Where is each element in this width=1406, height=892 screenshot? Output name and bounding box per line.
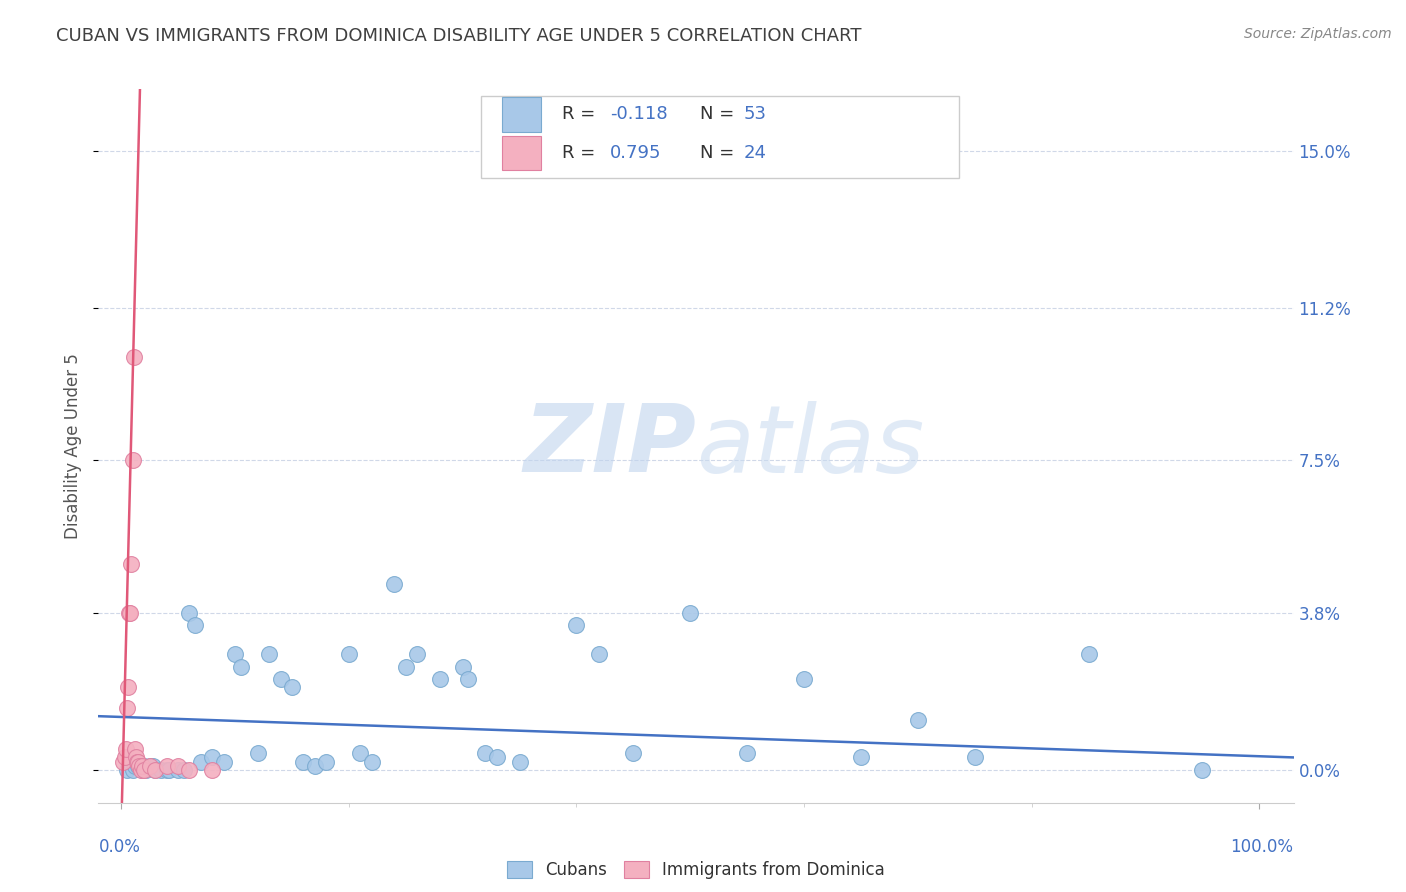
Point [679, 606, 702, 620]
Point [131, 758, 153, 772]
Text: 53: 53 [744, 105, 766, 123]
Point [201, 750, 224, 764]
Point [132, 758, 155, 772]
Text: CUBAN VS IMMIGRANTS FROM DOMINICA DISABILITY AGE UNDER 5 CORRELATION CHART: CUBAN VS IMMIGRANTS FROM DOMINICA DISABI… [56, 27, 862, 45]
Point [292, 755, 315, 769]
Point [117, 681, 139, 695]
Point [474, 747, 496, 761]
Point [120, 557, 142, 571]
Point [127, 758, 149, 772]
Text: ZIP: ZIP [523, 400, 696, 492]
FancyBboxPatch shape [481, 96, 959, 178]
Point [129, 763, 152, 777]
Point [150, 763, 173, 777]
Point [395, 659, 418, 673]
Point [246, 747, 269, 761]
Point [270, 672, 292, 686]
Point [849, 750, 872, 764]
Point [157, 763, 180, 777]
Point [229, 659, 252, 673]
Text: Source: ZipAtlas.com: Source: ZipAtlas.com [1244, 27, 1392, 41]
Point [138, 758, 160, 772]
Point [429, 672, 451, 686]
Text: atlas: atlas [696, 401, 924, 491]
Text: R =: R = [562, 145, 602, 162]
Point [143, 763, 166, 777]
Y-axis label: Disability Age Under 5: Disability Age Under 5 [65, 353, 83, 539]
Point [190, 755, 212, 769]
Point [112, 755, 135, 769]
Point [125, 750, 148, 764]
Point [179, 606, 201, 620]
Point [201, 763, 224, 777]
Point [131, 763, 153, 777]
Point [121, 453, 143, 467]
Point [360, 755, 382, 769]
Point [142, 758, 165, 772]
Point [143, 763, 166, 777]
Point [122, 351, 145, 365]
Point [115, 701, 138, 715]
Point [212, 755, 235, 769]
Point [167, 758, 190, 772]
Legend: Cubans, Immigrants from Dominica: Cubans, Immigrants from Dominica [499, 853, 893, 888]
Point [457, 672, 479, 686]
Point [124, 758, 146, 772]
Point [114, 742, 136, 756]
Point [621, 747, 644, 761]
Point [406, 648, 429, 662]
Point [588, 648, 610, 662]
Point [349, 747, 371, 761]
Point [120, 755, 142, 769]
Point [132, 763, 155, 777]
Text: 100.0%: 100.0% [1230, 838, 1294, 856]
Point [304, 758, 326, 772]
Point [124, 742, 146, 756]
Point [127, 755, 149, 769]
Bar [502, 97, 540, 132]
Point [114, 750, 136, 764]
Point [184, 618, 207, 632]
Point [135, 763, 157, 777]
Point [224, 648, 246, 662]
Point [907, 714, 929, 728]
Point [1077, 648, 1099, 662]
Point [281, 681, 304, 695]
Point [451, 659, 474, 673]
Text: 24: 24 [744, 145, 766, 162]
Point [138, 758, 160, 772]
Point [735, 747, 758, 761]
Point [337, 648, 360, 662]
Point [128, 758, 150, 772]
Text: 0.0%: 0.0% [98, 838, 141, 856]
Point [509, 755, 531, 769]
Point [121, 763, 143, 777]
Point [485, 750, 508, 764]
Bar [502, 136, 540, 170]
Point [120, 606, 142, 620]
Text: R =: R = [562, 105, 602, 123]
Point [115, 763, 138, 777]
Point [156, 763, 179, 777]
Point [156, 758, 179, 772]
Point [179, 763, 201, 777]
Text: N =: N = [700, 105, 740, 123]
Point [793, 672, 815, 686]
Text: -0.118: -0.118 [610, 105, 668, 123]
Point [963, 750, 986, 764]
Point [167, 763, 190, 777]
Text: 0.795: 0.795 [610, 145, 661, 162]
Point [382, 577, 405, 591]
Point [257, 648, 280, 662]
Text: N =: N = [700, 145, 740, 162]
Point [565, 618, 588, 632]
Point [127, 755, 149, 769]
Point [118, 606, 141, 620]
Point [1191, 763, 1213, 777]
Point [315, 755, 337, 769]
Point [173, 763, 195, 777]
